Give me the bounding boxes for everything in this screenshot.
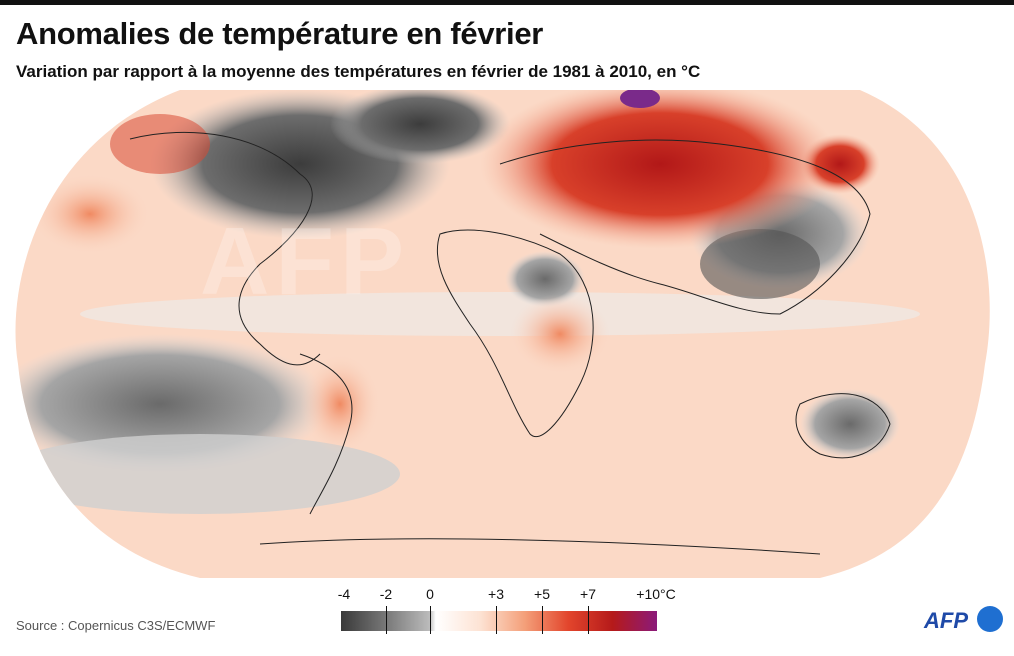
legend-tick-line — [588, 606, 589, 634]
legend-tick: +3 — [488, 586, 504, 602]
color-scale-bar — [341, 611, 657, 631]
source-note: Source : Copernicus C3S/ECMWF — [16, 618, 216, 633]
legend-tick-line — [496, 606, 497, 634]
legend-tick: 0 — [426, 586, 434, 602]
legend-tick-line — [430, 606, 431, 634]
afp-logo-dot — [977, 606, 1003, 632]
legend-tick: +7 — [580, 586, 596, 602]
legend-tick: -4 — [337, 586, 351, 602]
top-rule — [0, 0, 1014, 5]
afp-logo-text: AFP — [924, 608, 968, 633]
legend-tick-line — [542, 606, 543, 634]
legend-tick: +5 — [534, 586, 550, 602]
map-subtitle: Variation par rapport à la moyenne des t… — [16, 62, 701, 81]
map-field — [15, 90, 990, 578]
map-title: Anomalies de température en février — [16, 16, 544, 51]
color-scale-legend: -4 -2 0 +3 +5 +7 +10°C — [300, 586, 700, 636]
afp-watermark: AFP — [200, 208, 410, 315]
legend-tick: -2 — [379, 586, 393, 602]
legend-tick: +10°C — [636, 586, 676, 602]
legend-tick-line — [386, 606, 387, 634]
world-anomaly-map: AFP — [15, 90, 990, 578]
